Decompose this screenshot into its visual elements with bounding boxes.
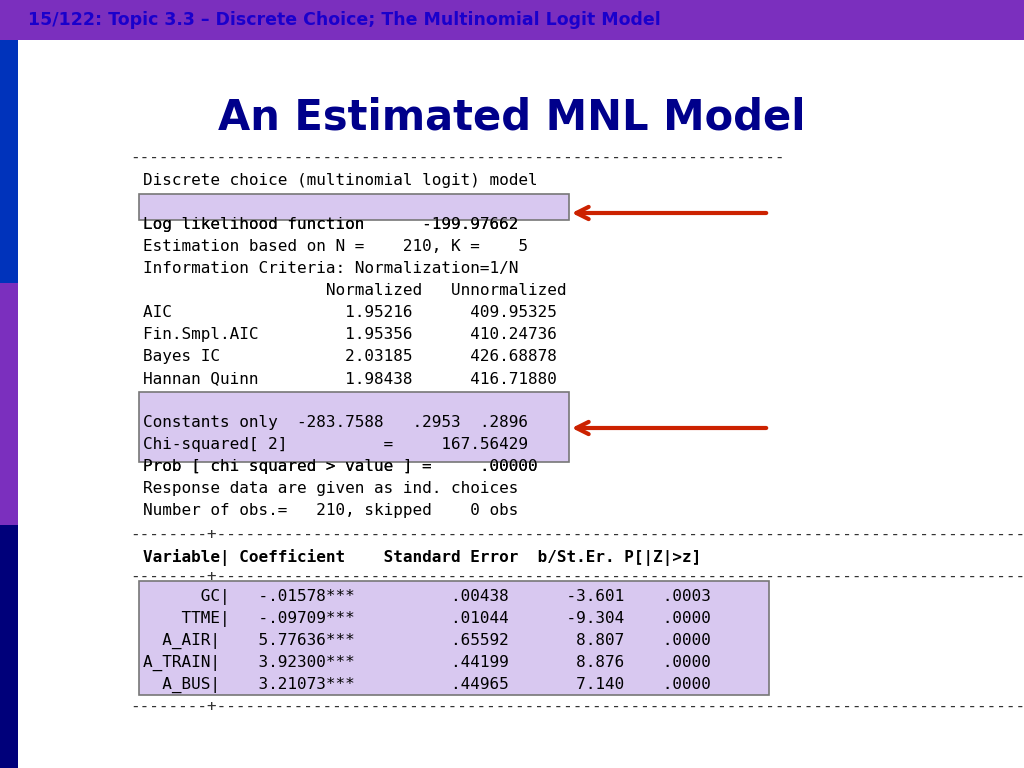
Text: Log likelihood function      -199.97662: Log likelihood function -199.97662	[143, 217, 518, 232]
Text: --------+-----------------------------------------------------------------------: --------+-------------------------------…	[130, 569, 1024, 584]
Bar	[0, 0, 1024, 40]
Text: A_BUS|    3.21073***          .44965       7.140    .0000: A_BUS| 3.21073*** .44965 7.140 .0000	[143, 677, 711, 694]
Text: R2=1-LogL/LogL* Log-L fncn R-sqrd R2Adj: R2=1-LogL/LogL* Log-L fncn R-sqrd R2Adj	[143, 393, 518, 408]
Text: --------+-----------------------------------------------------------------------: --------+-------------------------------…	[130, 699, 1024, 714]
Text: TTME|   -.09709***          .01044      -9.304    .0000: TTME| -.09709*** .01044 -9.304 .0000	[143, 611, 711, 627]
Text: Chi-squared[ 2]          =     167.56429: Chi-squared[ 2] = 167.56429	[143, 437, 528, 452]
Text: Constants only  -283.7588   .2953  .2896: Constants only -283.7588 .2953 .2896	[143, 415, 528, 430]
Bar	[139, 194, 569, 220]
Text: Constants only  -283.7588   .2953  .2896: Constants only -283.7588 .2953 .2896	[143, 415, 528, 430]
Text: Variable| Coefficient    Standard Error  b/St.Er. P[|Z|>z]: Variable| Coefficient Standard Error b/S…	[143, 549, 701, 566]
Text: GC|   -.01578***          .00438      -3.601    .0003: GC| -.01578*** .00438 -3.601 .0003	[143, 589, 711, 605]
Text: Dependent variable                 Choice: Dependent variable Choice	[143, 195, 538, 210]
Text: An Estimated MNL Model: An Estimated MNL Model	[218, 97, 806, 139]
Bar	[0, 525, 18, 768]
Text: Bayes IC             2.03185      426.68878: Bayes IC 2.03185 426.68878	[143, 349, 557, 364]
Bar	[0, 283, 18, 525]
Text: A_TRAIN|    3.92300***          .44199       8.876    .0000: A_TRAIN| 3.92300*** .44199 8.876 .0000	[143, 655, 711, 671]
Text: Response data are given as ind. choices: Response data are given as ind. choices	[143, 481, 518, 496]
Text: Information Criteria: Normalization=1/N: Information Criteria: Normalization=1/N	[143, 261, 518, 276]
Bar	[139, 581, 769, 695]
Text: Log likelihood function      -199.97662: Log likelihood function -199.97662	[143, 217, 518, 232]
Text: Chi-squared[ 2]          =     167.56429: Chi-squared[ 2] = 167.56429	[143, 437, 528, 452]
Text: Prob [ chi squared > value ] =     .00000: Prob [ chi squared > value ] = .00000	[143, 459, 538, 474]
Text: 15/122: Topic 3.3 – Discrete Choice; The Multinomial Logit Model: 15/122: Topic 3.3 – Discrete Choice; The…	[28, 11, 660, 29]
Text: Discrete choice (multinomial logit) model: Discrete choice (multinomial logit) mode…	[143, 173, 538, 188]
Text: AIC                  1.95216      409.95325: AIC 1.95216 409.95325	[143, 305, 557, 320]
Text: Prob [ chi squared > value ] =     .00000: Prob [ chi squared > value ] = .00000	[143, 459, 538, 474]
Text: Number of obs.=   210, skipped    0 obs: Number of obs.= 210, skipped 0 obs	[143, 503, 518, 518]
Text: --------------------------------------------------------------------: ----------------------------------------…	[130, 150, 784, 165]
Text: Fin.Smpl.AIC         1.95356      410.24736: Fin.Smpl.AIC 1.95356 410.24736	[143, 327, 557, 342]
Text: Hannan Quinn         1.98438      416.71880: Hannan Quinn 1.98438 416.71880	[143, 371, 557, 386]
Text: --------+-----------------------------------------------------------------------: --------+-------------------------------…	[130, 527, 1024, 542]
Bar	[139, 392, 569, 462]
Text: Normalized   Unnormalized: Normalized Unnormalized	[143, 283, 566, 298]
Text: Estimation based on N =    210, K =    5: Estimation based on N = 210, K = 5	[143, 239, 528, 254]
Text: A_AIR|    5.77636***          .65592       8.807    .0000: A_AIR| 5.77636*** .65592 8.807 .0000	[143, 633, 711, 649]
Bar	[0, 40, 18, 283]
